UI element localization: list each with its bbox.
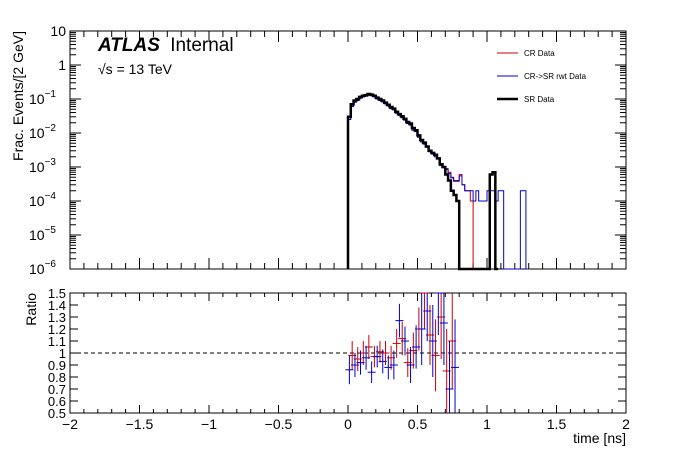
- top-y-tick-exponent: −4: [45, 191, 57, 202]
- legend: CR Data CR->SR rwt Data SR Data: [497, 49, 587, 104]
- legend-entry-label: SR Data: [524, 95, 555, 104]
- top-x-ticks: [69, 31, 627, 269]
- top-y-tick-label: 10−6: [29, 259, 56, 277]
- top-y-tick-label: 10−3: [29, 157, 56, 175]
- top-y-tick-label: 10−2: [29, 123, 56, 141]
- energy-sqrt-s: √s: [98, 61, 113, 77]
- atlas-label: ATLAS Internal √s = 13 TeV: [97, 35, 234, 77]
- svg-text:ATLAS Internal: ATLAS Internal: [97, 35, 234, 56]
- atlas-status: Internal: [170, 35, 233, 56]
- energy-label: √s = 13 TeV: [98, 61, 173, 77]
- top-y-tick-mantissa: 10: [29, 227, 45, 243]
- bottom-y-tick-label: 0.8: [48, 370, 66, 385]
- x-axis-label: time [ns]: [573, 430, 626, 446]
- top-y-tick-label: 10−1: [29, 89, 56, 107]
- top-y-tick-mantissa: 10: [50, 23, 66, 39]
- top-y-tick-mantissa: 10: [29, 193, 45, 209]
- bottom-y-tick-label: 0.9: [48, 358, 66, 373]
- top-y-tick-label: 10: [50, 23, 66, 39]
- energy-value: = 13 TeV: [113, 61, 173, 77]
- atlas-experiment: ATLAS: [97, 35, 160, 56]
- x-tick-label: −1: [201, 416, 217, 432]
- x-tick-label: 0: [344, 416, 352, 432]
- x-tick-label: 1.5: [547, 416, 567, 432]
- legend-entry-label: CR->SR rwt Data: [524, 72, 587, 81]
- x-tick-label: 2: [622, 416, 630, 432]
- top-y-tick-label: 10−4: [29, 191, 56, 209]
- bottom-series: [345, 292, 460, 413]
- top-y-tick-exponent: −5: [45, 225, 57, 236]
- top-y-tick-exponent: −3: [45, 157, 57, 168]
- top-y-tick-exponent: −6: [45, 259, 57, 270]
- bottom-y-tick-label: 1.2: [48, 322, 66, 337]
- top-y-tick-mantissa: 10: [29, 159, 45, 175]
- histogram-sr-data: [346, 92, 499, 271]
- bottom-y-tick-label: 0.5: [48, 406, 66, 421]
- top-y-tick-exponent: −1: [45, 89, 57, 100]
- bottom-y-tick-label: 0.7: [48, 382, 66, 397]
- top-y-tick-mantissa: 10: [29, 261, 45, 277]
- top-y-tick-mantissa: 10: [29, 91, 45, 107]
- bottom-x-ticks: −2 −1.5 −1 −0.5 0 0.5 1 1.5 2: [62, 293, 630, 432]
- bottom-panel: 0.50.60.70.80.911.11.21.31.41.5 −2 −1.5 −1…: [23, 286, 630, 446]
- top-series: [346, 92, 529, 271]
- bottom-y-tick-label: 1: [59, 346, 66, 361]
- bottom-y-tick-label: 1.4: [48, 298, 66, 313]
- x-tick-label: −0.5: [265, 416, 293, 432]
- bottom-y-axis-label: Ratio: [23, 293, 39, 326]
- bottom-y-tick-label: 1.1: [48, 334, 66, 349]
- bottom-y-ticks: 0.50.60.70.80.911.11.21.31.41.5: [48, 286, 626, 421]
- bottom-y-tick-label: 0.6: [48, 394, 66, 409]
- top-y-tick-label: 1: [58, 57, 66, 73]
- top-y-tick-exponent: −2: [45, 123, 57, 134]
- top-y-tick-mantissa: 1: [58, 57, 66, 73]
- bottom-y-tick-label: 1.3: [48, 310, 66, 325]
- legend-entry-label: CR Data: [524, 49, 555, 58]
- x-tick-label: −2: [62, 416, 78, 432]
- bottom-y-tick-label: 1.5: [48, 286, 66, 301]
- x-tick-label: −1.5: [126, 416, 154, 432]
- top-y-tick-mantissa: 10: [29, 125, 45, 141]
- x-tick-label: 1: [483, 416, 491, 432]
- x-tick-label: 0.5: [408, 416, 428, 432]
- top-y-axis-label: Frac. Events/[2 GeV]: [10, 31, 26, 161]
- histogram-cr-sr-rwt-data: [347, 94, 529, 270]
- top-y-tick-label: 10−5: [29, 225, 56, 243]
